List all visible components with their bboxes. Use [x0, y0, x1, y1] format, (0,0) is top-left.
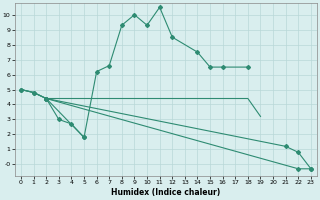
X-axis label: Humidex (Indice chaleur): Humidex (Indice chaleur): [111, 188, 220, 197]
